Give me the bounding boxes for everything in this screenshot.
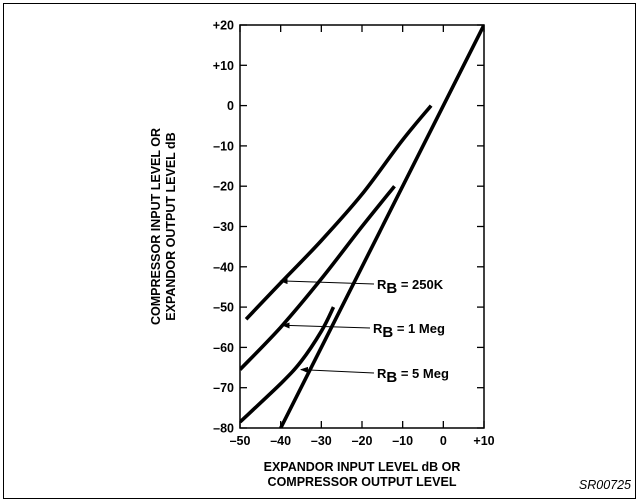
annotation-label: RB = 5 Meg	[377, 366, 449, 386]
x-tick-label: –10	[392, 434, 413, 448]
x-axis-title-line: COMPRESSOR OUTPUT LEVEL	[268, 475, 457, 489]
y-axis-title-line: COMPRESSOR INPUT LEVEL OR	[149, 128, 163, 325]
series-curve-3	[240, 306, 336, 424]
y-tick-label: +10	[213, 59, 234, 73]
y-tick-label: –60	[213, 341, 234, 355]
x-tick-label: +10	[473, 434, 494, 448]
y-axis-title-line: EXPANDOR OUTPUT LEVEL dB	[164, 132, 178, 320]
y-tick-label: –30	[213, 220, 234, 234]
figure-frame	[3, 3, 636, 499]
y-tick-label: –10	[213, 139, 234, 153]
x-tick-label: –30	[311, 434, 332, 448]
y-tick-label: +20	[213, 19, 234, 33]
x-tick-label: 0	[440, 434, 447, 448]
annotation-arrow	[279, 278, 375, 285]
x-axis-title-line: EXPANDOR INPUT LEVEL dB OR	[264, 460, 461, 474]
series-curve-0	[279, 25, 484, 428]
annotation-arrow	[281, 322, 371, 329]
y-tick-label: –40	[213, 260, 234, 274]
annotation-label: RB = 250K	[377, 277, 444, 297]
series-curve-1	[244, 104, 433, 321]
y-tick-label: –20	[213, 180, 234, 194]
figure-code: SR00725	[579, 478, 631, 492]
y-tick-label: –50	[213, 301, 234, 315]
y-tick-label: –80	[213, 422, 234, 436]
x-tick-label: –40	[270, 434, 291, 448]
y-tick-label: –70	[213, 381, 234, 395]
annotation-label: RB = 1 Meg	[373, 321, 445, 341]
x-tick-label: –50	[230, 434, 251, 448]
y-tick-label: 0	[227, 99, 234, 113]
x-tick-label: –20	[352, 434, 373, 448]
series-curve-2	[240, 185, 396, 371]
annotation-arrow	[299, 366, 375, 374]
